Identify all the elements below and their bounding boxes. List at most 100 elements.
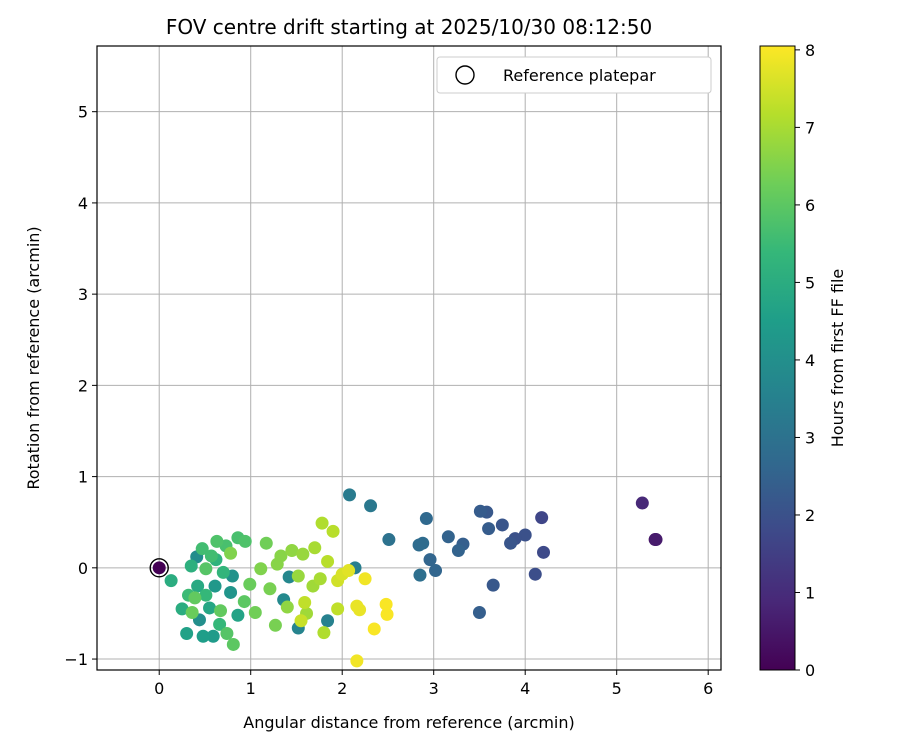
data-point [358, 572, 372, 586]
data-point [259, 536, 273, 550]
data-point [486, 578, 500, 592]
data-point [649, 533, 663, 547]
y-tick-label: 5 [78, 103, 88, 122]
colorbar-tick-label: 3 [805, 428, 815, 447]
grid-lines [97, 46, 721, 670]
data-point [274, 549, 288, 563]
x-tick-label: 4 [520, 679, 530, 698]
colorbar-tick-label: 5 [805, 273, 815, 292]
data-point [382, 533, 396, 547]
colorbar-label: Hours from first FF file [828, 269, 847, 448]
data-point [321, 614, 335, 628]
colorbar [759, 45, 796, 671]
data-point [317, 626, 331, 640]
data-point [180, 627, 194, 641]
data-point [495, 518, 509, 532]
data-point [188, 591, 202, 605]
reference-marker [149, 558, 169, 578]
y-tick-label: −1 [64, 650, 88, 669]
x-tick-label: 0 [154, 679, 164, 698]
data-point [203, 601, 217, 615]
data-point [226, 637, 240, 651]
data-points [149, 488, 663, 668]
data-point [473, 504, 487, 518]
data-point [296, 547, 310, 561]
data-point [423, 553, 437, 567]
data-point [380, 607, 394, 621]
x-tick-label: 5 [612, 679, 622, 698]
data-point [298, 595, 312, 609]
data-point [364, 499, 378, 513]
data-point [528, 567, 542, 581]
data-point [635, 496, 649, 510]
x-tick-label: 3 [429, 679, 439, 698]
data-point [412, 538, 426, 552]
data-point [441, 530, 455, 544]
x-tick-label: 6 [703, 679, 713, 698]
data-point [315, 516, 329, 530]
data-point [152, 561, 166, 575]
y-tick-label: 3 [78, 285, 88, 304]
data-point [238, 534, 252, 548]
colorbar-ticks: 0 1 2 3 4 5 6 7 8 [795, 41, 815, 680]
data-point [208, 579, 222, 593]
data-point [291, 569, 305, 583]
colorbar-tick-label: 0 [805, 661, 815, 680]
data-point [294, 614, 308, 628]
data-point [254, 562, 268, 576]
data-point [214, 604, 228, 618]
data-point [350, 654, 364, 668]
data-point [342, 564, 356, 578]
x-tick-label: 1 [246, 679, 256, 698]
colorbar-tick-label: 4 [805, 351, 815, 370]
data-point [213, 617, 227, 631]
x-axis-ticks: 0 1 2 3 4 5 6 [154, 670, 713, 698]
data-point [536, 545, 550, 559]
data-point [216, 565, 230, 579]
data-point [419, 512, 433, 526]
legend-label: Reference platepar [503, 66, 656, 85]
data-point [504, 536, 518, 550]
y-axis-label: Rotation from reference (arcmin) [24, 226, 43, 489]
chart-title: FOV centre drift starting at 2025/10/30 … [166, 15, 652, 39]
data-point [482, 522, 496, 536]
data-point [248, 606, 262, 620]
data-point [321, 554, 335, 568]
data-point [280, 600, 294, 614]
colorbar-tick-label: 1 [805, 583, 815, 602]
data-point [185, 606, 199, 620]
data-point [429, 564, 443, 578]
y-tick-label: 0 [78, 559, 88, 578]
data-point [343, 488, 357, 502]
data-point [379, 597, 393, 611]
plot-frame [96, 45, 722, 671]
data-point [224, 585, 238, 599]
data-point [263, 582, 277, 596]
y-tick-label: 1 [78, 468, 88, 487]
data-point [199, 562, 213, 576]
data-point [175, 602, 189, 616]
data-point [204, 549, 218, 563]
data-point [331, 602, 345, 616]
data-point [199, 588, 213, 602]
data-point [206, 629, 220, 643]
data-point [313, 572, 327, 586]
data-point [224, 546, 238, 560]
data-point [237, 595, 251, 609]
y-axis-ticks: −1 0 1 2 3 4 5 [64, 103, 97, 669]
data-point [210, 534, 224, 548]
colorbar-tick-label: 8 [805, 41, 815, 60]
data-point [326, 524, 340, 538]
legend-box [436, 56, 712, 94]
data-point [308, 541, 322, 555]
x-axis-label: Angular distance from reference (arcmin) [243, 713, 574, 732]
data-point [535, 511, 549, 525]
legend: Reference platepar [436, 56, 712, 94]
data-point [195, 542, 209, 556]
data-point [196, 629, 210, 643]
legend-marker-icon [455, 65, 475, 85]
data-point [191, 579, 205, 593]
data-point [268, 618, 282, 632]
data-point [164, 574, 178, 588]
